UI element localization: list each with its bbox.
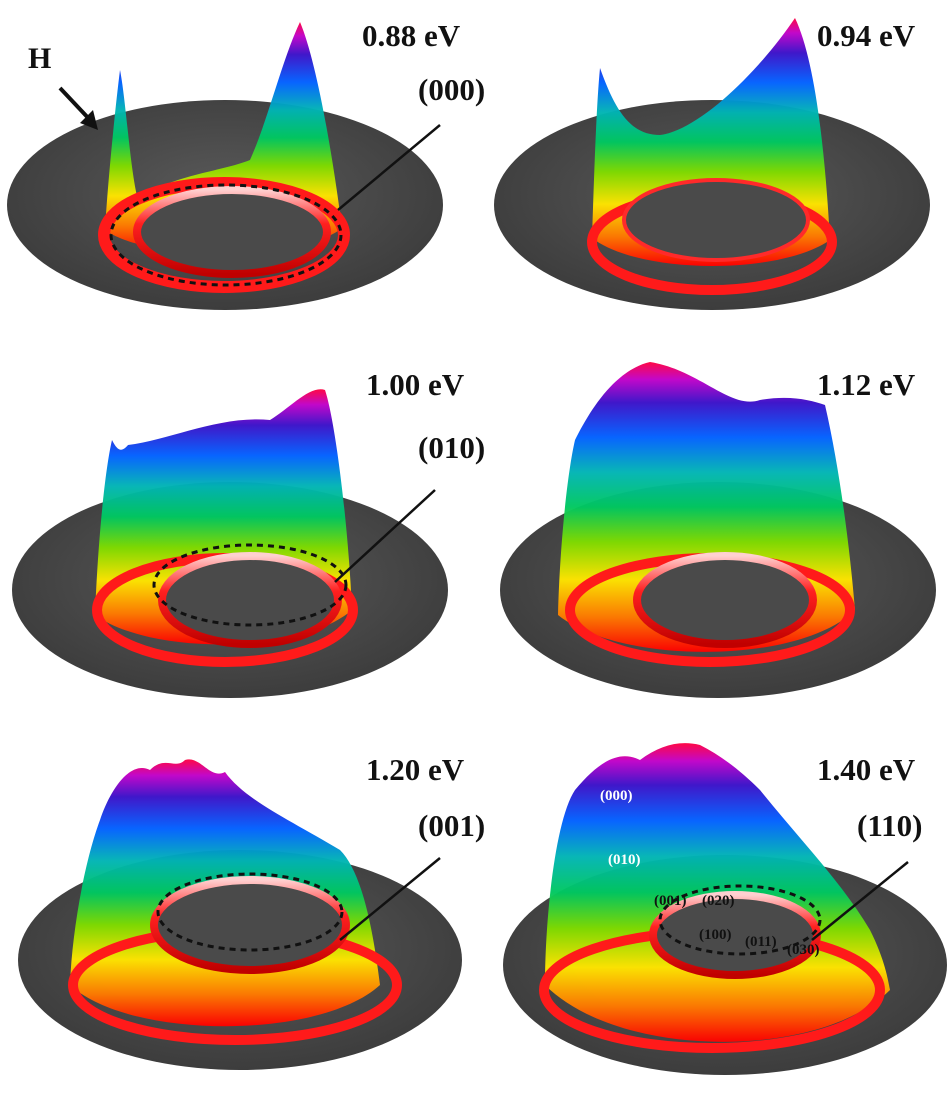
- panel-3-energy: 1.00 eV: [366, 367, 465, 402]
- panel-6-state: (110): [857, 808, 923, 843]
- field-arrow-head: [80, 110, 98, 130]
- ring-inner: [133, 186, 331, 278]
- panel-1-state: (000): [418, 72, 486, 107]
- panel-1: [7, 22, 443, 310]
- ring-inner: [158, 552, 342, 648]
- panel-6-label-030: (030): [787, 942, 820, 958]
- dashed-ring: [152, 543, 348, 627]
- panel-6: [503, 743, 947, 1075]
- state-leader-line: [334, 489, 436, 583]
- panel-3: [12, 389, 448, 698]
- ring-inner: [622, 178, 810, 262]
- panel-6-label-011: (011): [745, 934, 777, 950]
- panel-6-label-001: (001): [654, 893, 687, 909]
- ring-inner: [633, 552, 817, 648]
- panel-6-energy: 1.40 eV: [817, 752, 916, 787]
- panel-1-energy: 0.88 eV: [362, 18, 461, 53]
- panel-6-label-000: (000): [600, 788, 633, 804]
- state-leader-line: [337, 124, 441, 211]
- dashed-ring: [658, 884, 822, 956]
- panel-2-energy: 0.94 eV: [817, 18, 916, 53]
- panel-5-energy: 1.20 eV: [366, 752, 465, 787]
- ring-outer: [98, 177, 350, 293]
- ring-inner: [150, 876, 350, 974]
- panel-4: [500, 362, 936, 698]
- panel-4-energy: 1.12 eV: [817, 367, 916, 402]
- field-label: H: [28, 42, 52, 75]
- panel-5-state: (001): [418, 808, 486, 843]
- panel-5: [18, 759, 462, 1070]
- panel-6-label-020: (020): [702, 893, 735, 909]
- state-leader-line: [811, 861, 909, 941]
- dashed-ring: [156, 872, 344, 952]
- state-leader-line: [339, 857, 441, 941]
- dashed-ring: [109, 183, 343, 287]
- panel-6-label-100: (100): [699, 927, 732, 943]
- panel-6-label-010: (010): [608, 852, 641, 868]
- panel-3-state: (010): [418, 430, 486, 465]
- panel-2: [494, 18, 930, 310]
